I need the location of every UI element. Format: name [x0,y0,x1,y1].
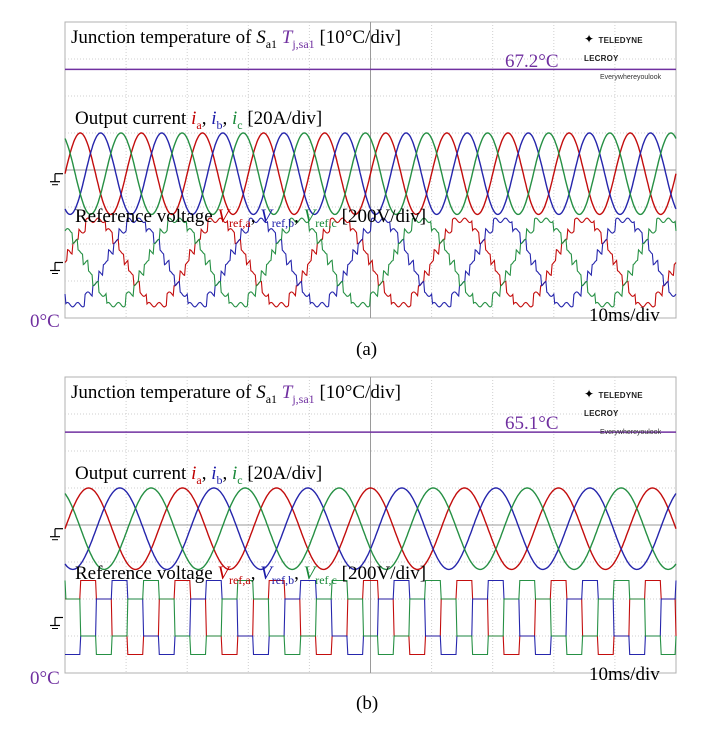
grid [64,376,677,674]
trace-i-a [64,132,677,216]
time-division-label: 10ms/div [589,305,660,326]
teledyne-logo-icon: ✦ [584,32,595,46]
trace-v-ref-a [64,217,677,308]
trace-i-c [64,132,677,216]
output-current-label: Output current ia, ib, ic [20A/div] [75,463,323,487]
teledyne-logo-icon: ✦ [584,387,595,401]
zero-temp-label-a: 0°C [30,311,60,332]
zero-temp-label-b: 0°C [30,668,60,689]
output-current-label: Output current ia, ib, ic [20A/div] [75,108,323,132]
teledyne-logo: ✦ TELEDYNE LECROY Everywhereyoulook [584,387,662,436]
trace-i-b [64,132,677,216]
ground-marker-icon [50,616,63,629]
ground-marker-icon [50,528,63,541]
time-division-label: 10ms/div [589,664,660,685]
temp-value: 65.1°C [505,413,559,434]
junction-temp-label: Junction temperature of Sa1 Tj,sa1 [10°C… [71,382,401,406]
grid [64,21,677,319]
scope-panel-b: Junction temperature of Sa1 Tj,sa1 [10°C… [50,376,677,685]
scope-plot-a [50,21,677,319]
scope-plot-b [50,376,677,674]
caption-a: (a) [356,339,378,360]
trace-v-ref-c [64,217,677,308]
scope-panel-a: Junction temperature of Sa1 Tj,sa1 [10°C… [50,21,677,326]
trace-i-c [64,487,677,571]
temp-value: 67.2°C [505,51,559,72]
caption-b: (b) [356,693,379,714]
teledyne-logo: ✦ TELEDYNE LECROY Everywhereyoulook [584,32,662,81]
trace-v-ref-c [64,579,677,656]
ground-marker-icon [50,261,63,274]
reference-voltage-label: Reference voltage Vref,a, Vref,b, Vref,c… [75,206,427,230]
ground-marker-icon [50,173,63,186]
trace-v-ref-b [64,217,677,308]
junction-temp-label: Junction temperature of Sa1 Tj,sa1 [10°C… [71,27,401,51]
reference-voltage-label: Reference voltage Vref,a, Vref,b, Vref,c… [75,563,427,587]
